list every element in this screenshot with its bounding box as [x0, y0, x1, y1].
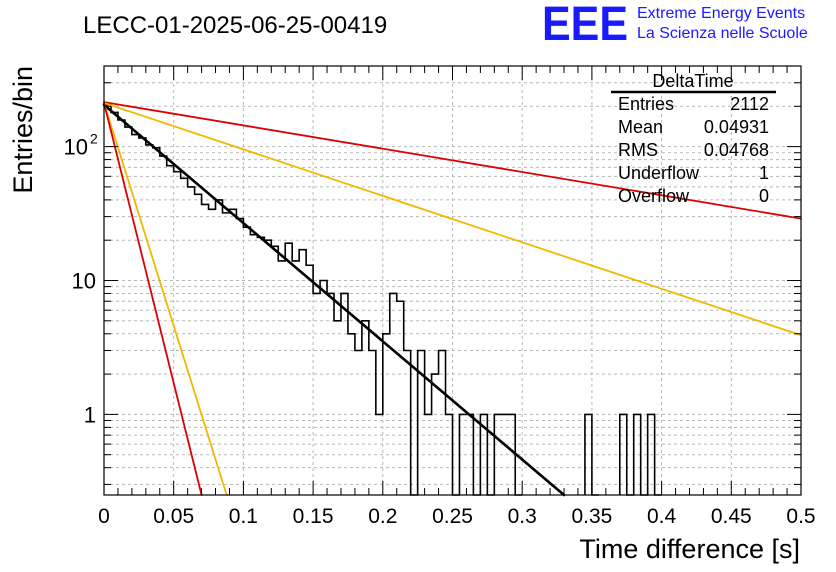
- x-tick-label: 0.25: [432, 505, 473, 528]
- x-tick-label: 0.05: [153, 505, 194, 528]
- x-tick-label: 0.15: [293, 505, 334, 528]
- stats-value: 1: [759, 163, 769, 183]
- y-tick-label: 10: [72, 269, 96, 294]
- stats-label: RMS: [618, 140, 658, 160]
- eee-logo: EEE Extreme Energy Events La Scienza nel…: [542, 0, 808, 51]
- y-tick-label: 10: [64, 135, 88, 160]
- x-tick-label: 0.4: [647, 505, 677, 528]
- logo-line-1: Extreme Energy Events: [637, 5, 805, 22]
- x-tick-label: 0: [98, 505, 110, 528]
- fit-curve: [102, 103, 566, 497]
- x-axis-label: Time difference [s]: [579, 534, 800, 564]
- stats-value: 0: [759, 186, 769, 206]
- x-tick-label: 0.5: [786, 505, 815, 528]
- fit-curve: [103, 102, 203, 496]
- x-tick-label: 0.1: [229, 505, 258, 528]
- axis-ticks: [103, 65, 802, 495]
- fit-curve: [103, 101, 802, 220]
- stats-title: DeltaTime: [652, 71, 733, 91]
- x-tick-label: 0.2: [368, 505, 397, 528]
- x-tick-label: 0.3: [508, 505, 537, 528]
- stats-label: Entries: [618, 94, 674, 114]
- logo-mark: EEE: [542, 0, 628, 51]
- logo-line-2: La Scienza nelle Scuole: [637, 25, 808, 42]
- fit-curves-layer: [102, 101, 802, 497]
- x-tick-label: 0.45: [711, 505, 752, 528]
- x-tick-labels: 0 0.05 0.1 0.15 0.2 0.25 0.3 0.35 0.4 0.45 0.5: [98, 505, 815, 528]
- fit-curve: [103, 102, 228, 496]
- y-tick-exponent: 2: [90, 131, 98, 147]
- stats-label: Mean: [618, 117, 663, 137]
- y-tick-label: 1: [84, 402, 96, 427]
- x-tick-label: 0.35: [571, 505, 612, 528]
- stats-label: Overflow: [618, 186, 690, 206]
- stats-value: 2112: [730, 94, 769, 114]
- y-axis-label: Entries/bin: [8, 66, 38, 194]
- chart-title: LECC-01-2025-06-25-00419: [83, 12, 387, 39]
- fit-curve: [103, 102, 802, 337]
- stats-value: 0.04931: [704, 117, 769, 137]
- stats-label: Underflow: [618, 163, 700, 183]
- stats-value: 0.04768: [704, 140, 769, 160]
- stats-box: DeltaTime Entries 2112 Mean 0.04931 RMS …: [611, 71, 776, 206]
